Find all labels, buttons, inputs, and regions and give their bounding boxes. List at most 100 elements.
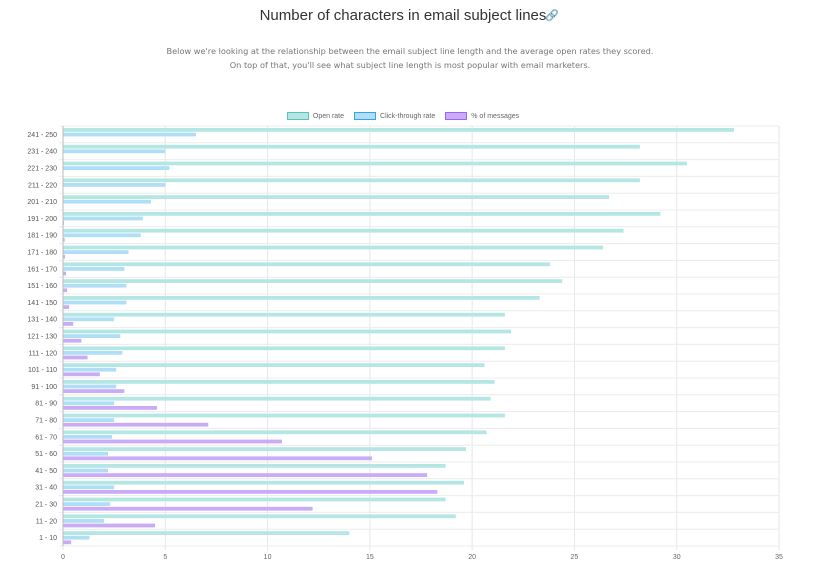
y-tick-label: 151 - 160 (27, 283, 57, 290)
y-tick-label: 221 - 230 (27, 166, 57, 173)
bar-open-rate (63, 161, 687, 166)
y-tick-label: 231 - 240 (27, 149, 57, 156)
y-tick-label: 111 - 120 (28, 350, 57, 357)
legend-swatch (354, 112, 377, 120)
x-tick-label: 25 (571, 554, 579, 561)
bar-click-through-rate (63, 233, 141, 238)
bar-click-through-rate (63, 468, 109, 473)
bar-click-through-rate (63, 267, 125, 271)
x-tick-label: 0 (61, 554, 65, 561)
bar-click-through-rate (63, 317, 115, 322)
bar-open-rate (63, 430, 487, 435)
bar-open-rate (63, 144, 640, 149)
y-tick-label: 31 - 40 (35, 485, 57, 492)
bar-open-rate (63, 228, 624, 233)
y-tick-label: 21 - 30 (35, 502, 57, 509)
bar-click-through-rate (63, 183, 166, 187)
bar-messages (63, 422, 209, 427)
page-title: Number of characters in email subject li… (259, 7, 547, 24)
bar-messages (63, 523, 156, 528)
bar-open-rate (63, 279, 563, 283)
bar-messages (63, 305, 70, 309)
bar-messages (63, 406, 158, 410)
bar-messages (63, 288, 68, 293)
bar-messages (63, 439, 282, 444)
y-tick-label: 161 - 170 (27, 266, 57, 273)
x-tick-label: 15 (366, 554, 374, 561)
bar-messages (63, 540, 72, 545)
bar-open-rate (63, 514, 456, 519)
legend-label: % of messages (471, 112, 520, 120)
y-tick-label: 191 - 200 (27, 216, 57, 223)
bar-click-through-rate (63, 384, 117, 389)
y-tick-label: 91 - 100 (31, 384, 57, 391)
bar-open-rate (63, 380, 495, 384)
bar-open-rate (63, 212, 661, 216)
x-tick-label: 35 (775, 554, 783, 561)
bar-open-rate (63, 531, 350, 535)
y-tick-label: 101 - 110 (28, 367, 57, 374)
bar-click-through-rate (63, 401, 115, 406)
bar-messages (63, 473, 428, 477)
bar-click-through-rate (63, 435, 113, 439)
legend-label: Open rate (312, 112, 345, 120)
y-tick-label: 121 - 130 (27, 334, 57, 341)
legend-label: Click-through rate (380, 112, 436, 120)
bar-click-through-rate (63, 451, 109, 456)
bar-open-rate (63, 413, 505, 418)
bar-open-rate (63, 346, 505, 351)
bar-open-rate (63, 245, 604, 250)
bar-open-rate (63, 128, 734, 132)
bar-open-rate (63, 497, 446, 502)
y-tick-label: 71 - 80 (35, 418, 57, 425)
chart-legend: Open rate Click-through rate % of messag… (0, 112, 806, 120)
bar-messages (63, 271, 67, 276)
x-tick-label: 20 (468, 554, 476, 561)
bar-messages (63, 322, 74, 326)
bar-open-rate (63, 396, 491, 401)
bar-open-rate (63, 195, 610, 199)
bar-click-through-rate (63, 351, 123, 355)
legend-item-messages[interactable]: % of messages (445, 112, 519, 120)
bar-open-rate (63, 178, 640, 183)
y-tick-label: 181 - 190 (27, 233, 57, 240)
bar-open-rate (63, 329, 512, 334)
bar-open-rate (63, 447, 467, 451)
bar-open-rate (63, 464, 446, 468)
legend-swatch (286, 112, 309, 120)
y-tick-label: 201 - 210 (27, 199, 57, 206)
bar-click-through-rate (63, 418, 115, 422)
bar-click-through-rate (63, 132, 196, 137)
bar-messages (63, 372, 100, 377)
bar-messages (63, 254, 66, 259)
y-tick-label: 171 - 180 (27, 250, 57, 257)
y-tick-label: 211 - 220 (28, 182, 57, 189)
y-tick-label: 11 - 20 (36, 518, 57, 525)
bar-messages (63, 456, 372, 461)
legend-item-open-rate[interactable]: Open rate (286, 112, 345, 120)
bar-click-through-rate (63, 199, 151, 204)
bar-click-through-rate (63, 502, 111, 506)
y-tick-label: 1 - 10 (39, 535, 57, 542)
y-tick-label: 241 - 250 (27, 132, 57, 139)
y-tick-label: 141 - 150 (27, 300, 57, 307)
bar-open-rate (63, 312, 505, 317)
bar-open-rate (63, 480, 464, 485)
legend-swatch (445, 112, 468, 120)
bar-messages (63, 221, 65, 225)
legend-item-click-through-rate[interactable]: Click-through rate (354, 112, 435, 120)
bar-messages (63, 238, 65, 242)
bar-messages (63, 490, 438, 494)
bar-click-through-rate (63, 149, 166, 154)
page-subtitle: Below we're looking at the relationship … (166, 46, 654, 70)
bar-click-through-rate (63, 300, 127, 305)
bar-open-rate (63, 363, 485, 367)
x-tick-label: 30 (673, 554, 681, 561)
link-icon[interactable]: 🔗 (545, 9, 559, 22)
bar-click-through-rate (63, 283, 127, 288)
bar-messages (63, 338, 82, 343)
bar-click-through-rate (63, 535, 90, 540)
y-tick-label: 41 - 50 (35, 468, 57, 475)
y-tick-label: 61 - 70 (35, 434, 57, 441)
